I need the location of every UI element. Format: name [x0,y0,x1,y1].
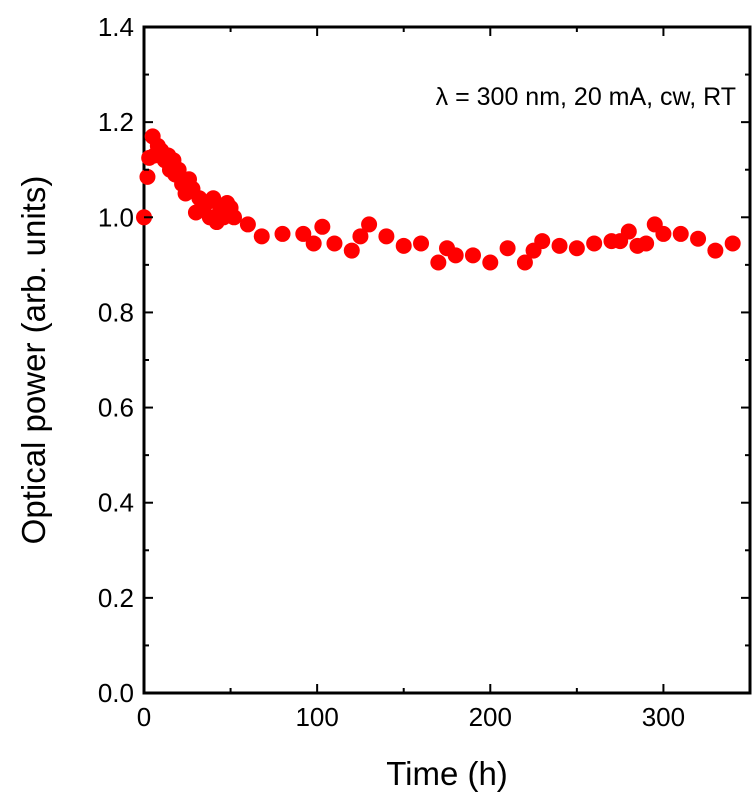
data-point [638,235,655,252]
data-point [534,233,551,250]
x-tick-label: 0 [137,702,151,732]
data-point [447,247,464,264]
x-axis-title: Time (h) [386,755,508,792]
data-point [655,225,672,242]
data-point [239,216,256,233]
x-tick-label: 200 [469,702,512,732]
y-tick-label: 1.2 [98,107,134,137]
x-tick-label: 100 [295,702,338,732]
axis-ticks [143,26,751,694]
x-tick-label: 300 [642,702,685,732]
data-point [295,225,312,242]
data-point [482,254,499,271]
data-point [724,235,741,252]
data-point [413,235,430,252]
data-point [464,247,481,264]
data-point [690,230,707,247]
data-point [274,225,291,242]
y-tick-label: 0.8 [98,297,134,327]
data-point [499,240,516,257]
data-point [430,254,447,271]
plot-frame [142,25,752,695]
data-point [314,218,331,235]
data-point [620,223,637,240]
data-point [516,254,533,271]
data-point [361,216,378,233]
data-point [139,168,156,185]
y-tick-label: 0.2 [98,583,134,613]
condition-annotation: λ = 300 nm, 20 mA, cw, RT [436,83,736,111]
data-point [672,225,689,242]
y-axis-title: Optical power (arb. units) [15,176,52,545]
y-tick-label: 0.4 [98,488,134,518]
plot-border [142,25,752,695]
data-point [352,228,369,245]
data-point [707,242,724,259]
y-tick-label: 0.6 [98,393,134,423]
data-points [136,128,741,271]
data-point [170,161,187,178]
data-point [568,240,585,257]
data-point [378,228,395,245]
y-tick-label: 0.0 [98,678,134,708]
y-tick-label: 1.4 [98,12,134,42]
data-point [551,237,568,254]
tick-labels: 0 100 200 300 0.0 0.2 0.4 0.6 0.8 1.0 1.2 1.4 [98,12,685,732]
data-point [253,228,270,245]
data-point [226,209,243,226]
data-point [586,235,603,252]
data-point [326,235,343,252]
data-point [305,235,322,252]
data-point [343,242,360,259]
y-tick-label: 1.0 [98,202,134,232]
data-point [395,237,412,254]
